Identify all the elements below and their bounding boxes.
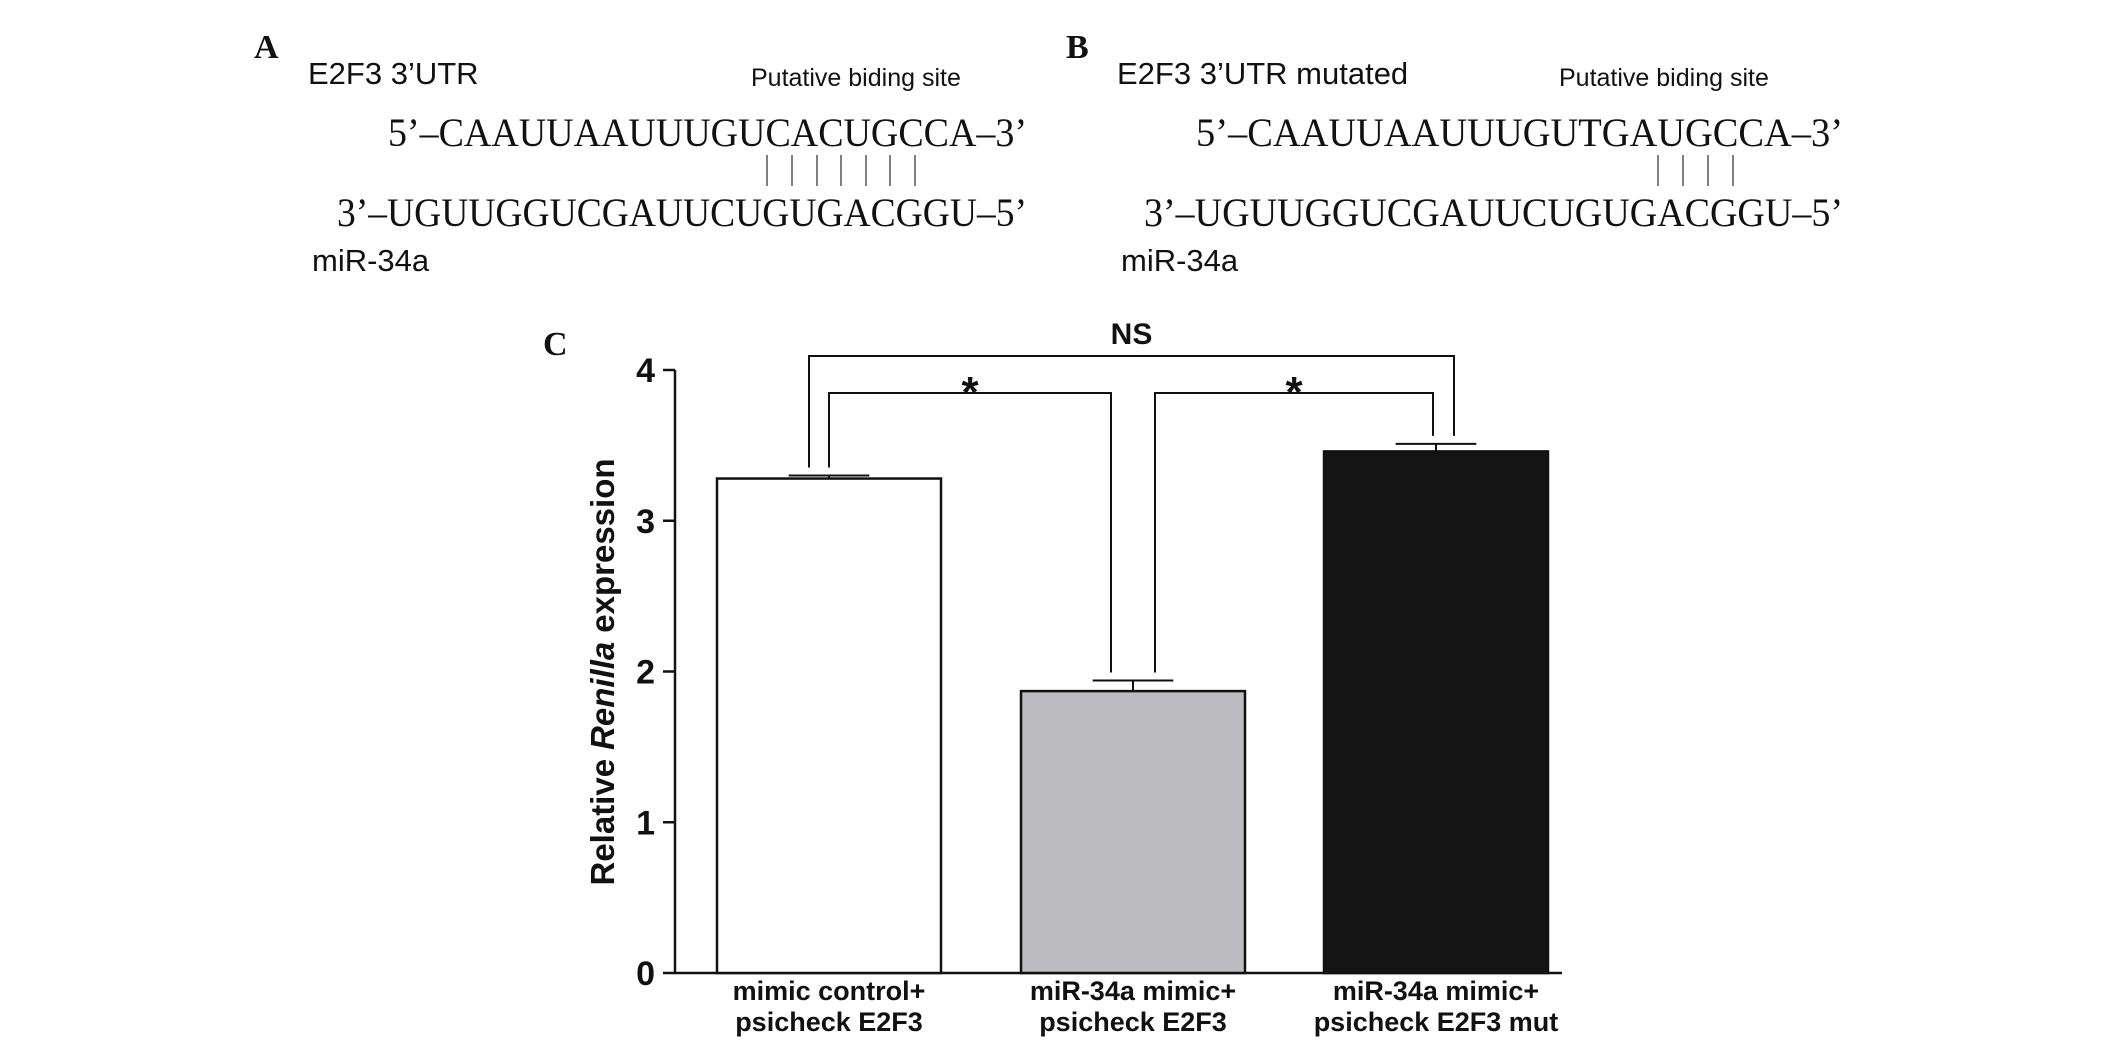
x-tick-label: mimic control+ (733, 976, 926, 1006)
y-tick-label: 2 (636, 654, 655, 692)
significance-bracket (1154, 392, 1434, 673)
pairing (1657, 155, 1734, 186)
panel-a: A E2F3 3’UTR Putative biding site 5’–CAA… (254, 29, 1027, 278)
y-tick-label: 0 (636, 955, 655, 993)
y-label-part: expression (584, 458, 621, 632)
panel-label: C (543, 326, 568, 363)
x-tick-label: psicheck E2F3 (735, 1007, 923, 1037)
mirna-label: miR-34a (1121, 243, 1239, 278)
x-tick-label: psicheck E2F3 (1039, 1007, 1227, 1037)
y-label-part: Relative (584, 759, 621, 886)
panel-title: E2F3 3’UTR (308, 56, 479, 91)
y-label-part: Renilla (584, 642, 621, 750)
y-tick-label: 1 (636, 804, 655, 842)
x-tick-label: psicheck E2F3 mut (1314, 1007, 1559, 1037)
significance-label: * (961, 368, 979, 417)
significance-label: NS (1111, 318, 1153, 351)
mirna-label: miR-34a (312, 243, 430, 278)
bar (1322, 450, 1550, 975)
panel-label: B (1066, 29, 1089, 66)
bar (715, 477, 943, 975)
significance-bracket (808, 355, 1455, 468)
x-tick-label: miR-34a mimic+ (1030, 976, 1236, 1006)
sequence: 5’–CAAUUAAUUUGUTGAUGCCA–3’ (1196, 110, 1843, 155)
y-tick-label: 3 (636, 503, 655, 541)
significance-label: * (1285, 368, 1303, 417)
y-axis-label: Relative Renilla expression (584, 458, 621, 885)
sequence: 5’–CAAUUAAUUUGUCACUGCCA–3’ (388, 110, 1027, 155)
sequence: 3’–UGUUGGUCGAUUCUGUGACGGU–5’ (1144, 190, 1843, 235)
site-label: Putative biding site (751, 64, 961, 92)
significance-bracket (828, 392, 1112, 673)
y-tick-label: 4 (636, 352, 655, 390)
panel-b: B E2F3 3’UTR mutated Putative biding sit… (1066, 29, 1843, 278)
panel-title: E2F3 3’UTR mutated (1117, 56, 1408, 91)
panel-label: A (254, 29, 279, 66)
x-tick-label: miR-34a mimic+ (1333, 976, 1539, 1006)
sequence: 3’–UGUUGGUCGAUUCUGUGACGGU–5’ (337, 190, 1027, 235)
pairing (766, 155, 916, 186)
site-label: Putative biding site (1559, 64, 1769, 92)
bar (1019, 689, 1247, 975)
